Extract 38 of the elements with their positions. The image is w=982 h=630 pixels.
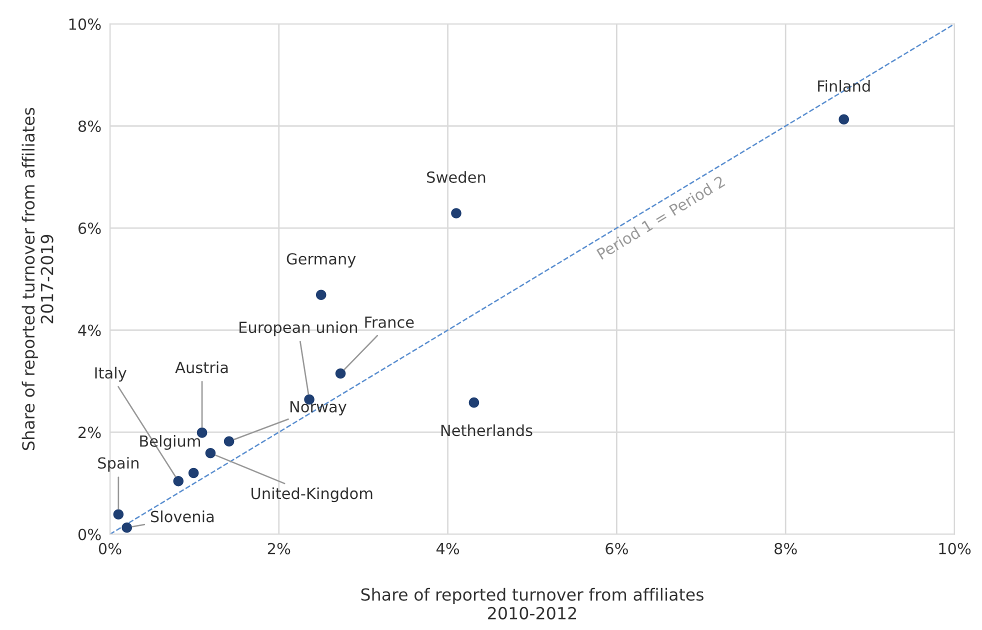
y-tick-label: 2% (78, 426, 101, 438)
annotation: United-Kingdom (252, 487, 372, 502)
annotation: Netherlands (441, 424, 532, 436)
annotation: Slovenia (150, 510, 214, 522)
point (451, 208, 462, 218)
point (468, 397, 480, 408)
point (173, 476, 184, 486)
x-tick-label: 2% (268, 542, 290, 554)
point (316, 290, 326, 300)
y-tick-label: 8% (78, 120, 101, 132)
point (113, 509, 124, 520)
y-tick-label: 6% (78, 222, 101, 234)
x-tick-label: 10% (939, 542, 971, 554)
annotation: France (365, 316, 414, 328)
y-axis-title: Share of reported turnover from affiliates 2017-2019 (22, 108, 54, 450)
point (335, 368, 346, 379)
y-tick-label: 10% (69, 18, 101, 30)
annotation: Norway (290, 401, 346, 416)
annotation: Spain (98, 456, 138, 472)
annotation: Germany (286, 253, 356, 268)
x-tick-label: 8% (774, 542, 797, 554)
point (205, 448, 216, 458)
annotation: Belgium (140, 435, 200, 450)
annotation: Sweden (427, 171, 486, 183)
y-tick-label: 0% (78, 528, 101, 540)
annotation: Italy (95, 366, 126, 382)
x-tick-label: 0% (98, 542, 122, 554)
x-tick-label: 6% (606, 542, 628, 554)
annotation: Finland (818, 80, 870, 92)
point (188, 468, 199, 478)
point (122, 522, 132, 533)
x-tick-label: 4% (436, 542, 460, 554)
point (838, 114, 850, 125)
annotation: European union (240, 321, 358, 336)
x-axis-title: Share of reported turnover from affiliates 2010-2012 (361, 588, 704, 620)
annotation: Austria (175, 361, 228, 374)
y-tick-label: 4% (78, 324, 101, 336)
point (224, 436, 234, 447)
